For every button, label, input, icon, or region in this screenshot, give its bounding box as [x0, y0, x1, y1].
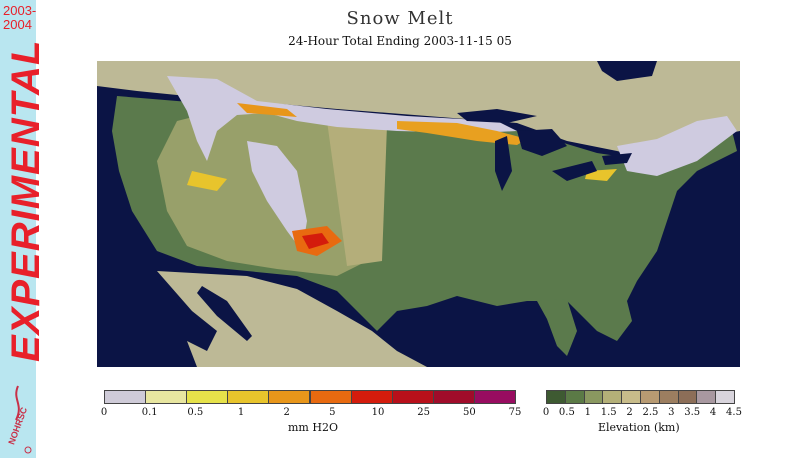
melt-tick: 5: [329, 407, 336, 418]
melt-tick: 10: [371, 407, 385, 418]
elevation-tick: 4.5: [726, 407, 742, 418]
elevation-tick: 2: [626, 407, 633, 418]
elevation-tick: 0.5: [558, 407, 575, 418]
melt-unit-text: mm H2O: [288, 421, 338, 434]
elevation-tick: 0: [542, 407, 550, 418]
elevation-swatch: [564, 390, 585, 404]
melt-swatch: [391, 390, 434, 404]
elevation-swatch: [640, 390, 660, 404]
melt-tick: 75: [508, 407, 522, 418]
melt-swatch: [268, 390, 311, 404]
elevation-tick: 2.5: [642, 407, 659, 418]
season-label: 2003- 2004: [3, 3, 37, 56]
melt-tick: 50: [462, 407, 476, 418]
elevation-swatch: [621, 390, 641, 404]
experimental-sidebar: 2003- 2004 EXPERIMENTAL NOHRSC: [0, 0, 48, 458]
melt-swatch: [145, 390, 188, 404]
melt-swatch: [350, 390, 393, 404]
melt-swatch: [309, 390, 352, 404]
elevation-swatch: [602, 390, 623, 404]
elevation-swatch: [658, 390, 679, 404]
melt-swatch: [104, 390, 147, 404]
elevation-legend-unit: Elevation (km): [598, 421, 680, 434]
elevation-tick: 3: [668, 407, 675, 418]
experimental-banner: EXPERIMENTAL: [4, 39, 48, 362]
melt-tick: 0.5: [187, 407, 204, 418]
nohrsc-logo: NOHRSC: [2, 382, 34, 456]
elevation-swatch: [715, 390, 735, 404]
elevation-swatch: [583, 390, 604, 404]
melt-swatch: [473, 390, 516, 404]
melt-tick: 2: [283, 407, 290, 418]
elevation-tick: 1: [584, 407, 591, 418]
elevation-tick: 1.5: [600, 407, 617, 418]
melt-swatch: [186, 390, 229, 404]
elevation-tick: 4: [709, 407, 717, 418]
svg-text:NOHRSC: NOHRSC: [6, 405, 29, 446]
elevation-tick: 3.5: [684, 407, 701, 418]
melt-legend-unit: mm H2O: [288, 421, 338, 434]
season-start: 2003-: [3, 3, 37, 18]
melt-tick: 25: [417, 407, 431, 418]
page-title: Snow Melt: [346, 8, 454, 29]
melt-tick: 0: [100, 407, 108, 418]
page-subtitle: 24-Hour Total Ending 2003-11-15 05: [288, 34, 512, 48]
season-end: 2004: [3, 17, 32, 32]
melt-swatch: [432, 390, 475, 404]
melt-tick: 0.1: [141, 407, 158, 418]
elevation-swatch: [696, 390, 717, 404]
elevation-swatch: [546, 390, 566, 404]
snow-melt-map: [97, 61, 740, 367]
elevation-swatch: [677, 390, 698, 404]
melt-tick: 1: [237, 407, 245, 418]
melt-swatch: [227, 390, 270, 404]
